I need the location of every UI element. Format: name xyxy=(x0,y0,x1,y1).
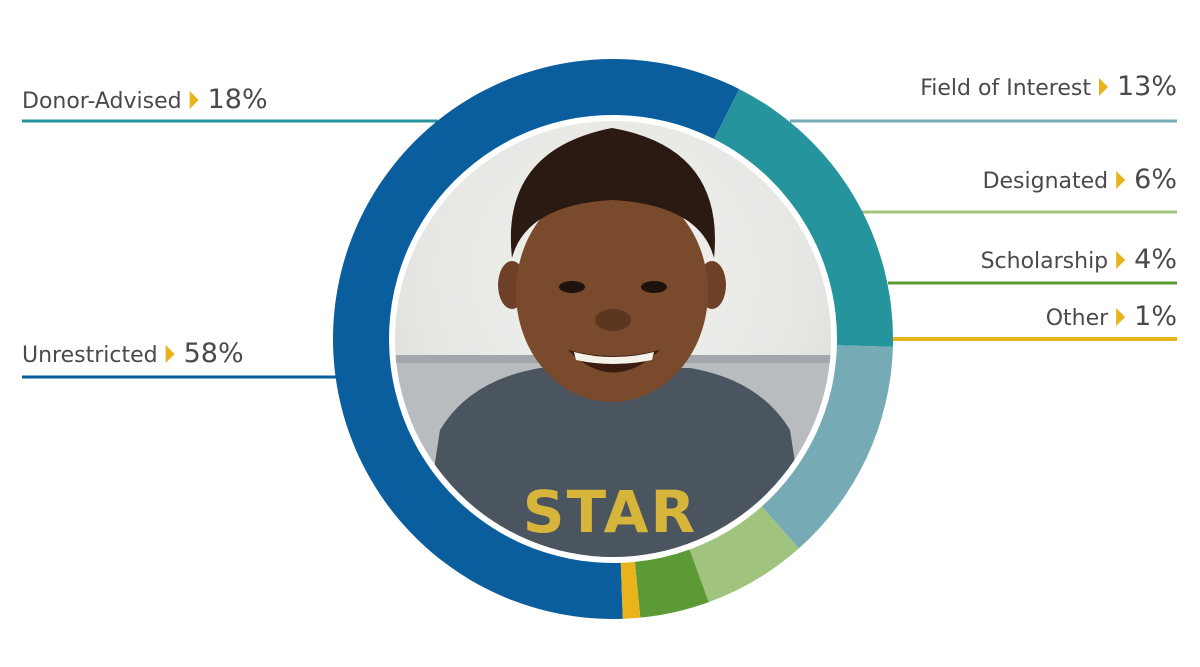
slice-field-of-interest xyxy=(761,345,893,549)
label-unrestricted: Unrestricted 58% xyxy=(22,338,244,369)
category-label: Donor-Advised xyxy=(22,89,182,114)
label-designated: Designated 6% xyxy=(983,164,1177,195)
label-other: Other 1% xyxy=(1046,301,1177,332)
arrow-icon xyxy=(1116,308,1126,326)
category-label: Designated xyxy=(983,169,1109,194)
slice-other xyxy=(620,561,641,619)
value-label: 1% xyxy=(1134,301,1177,332)
center-photo: STAR xyxy=(391,117,835,561)
label-donor-advised: Donor-Advised 18% xyxy=(22,84,268,115)
slice-donor-advised xyxy=(713,89,893,347)
slice-scholarship xyxy=(634,549,709,618)
value-label: 18% xyxy=(208,84,268,115)
leader-lines xyxy=(22,119,1177,379)
legend-labels: Unrestricted 58% Donor-Advised 18% Field of … xyxy=(22,71,1177,369)
arrow-icon xyxy=(189,91,199,109)
value-label: 6% xyxy=(1134,164,1177,195)
donut-slices xyxy=(333,58,893,619)
arrow-icon xyxy=(1116,251,1126,269)
arrow-icon xyxy=(1098,78,1108,96)
category-label: Other xyxy=(1046,306,1109,331)
arrow-icon xyxy=(165,345,175,363)
category-label: Unrestricted xyxy=(22,343,158,368)
value-label: 13% xyxy=(1117,71,1177,102)
slice-unrestricted xyxy=(333,58,740,619)
slice-designated xyxy=(689,506,799,603)
arrow-icon xyxy=(1116,171,1126,189)
label-field-of-interest: Field of Interest 13% xyxy=(920,71,1177,102)
label-scholarship: Scholarship 4% xyxy=(981,244,1177,275)
category-label: Scholarship xyxy=(981,249,1109,274)
value-label: 58% xyxy=(184,338,244,369)
value-label: 4% xyxy=(1134,244,1177,275)
svg-text:STAR: STAR xyxy=(523,478,697,546)
category-label: Field of Interest xyxy=(920,76,1091,101)
